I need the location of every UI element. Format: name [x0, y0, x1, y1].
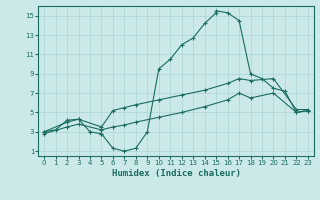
- X-axis label: Humidex (Indice chaleur): Humidex (Indice chaleur): [111, 169, 241, 178]
